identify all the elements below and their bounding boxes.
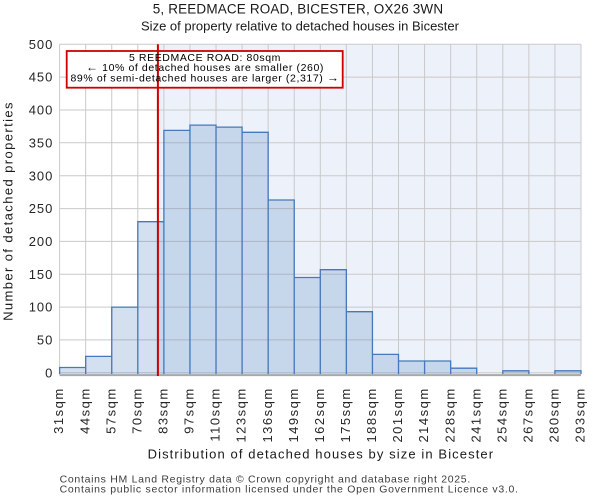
svg-text:Contains HM Land Registry data: Contains HM Land Registry data © Crown c… xyxy=(60,473,471,485)
svg-text:70sqm: 70sqm xyxy=(129,387,144,434)
svg-text:300: 300 xyxy=(29,168,54,183)
svg-text:267sqm: 267sqm xyxy=(520,387,535,442)
svg-text:5 REEDMACE ROAD: 80sqm: 5 REEDMACE ROAD: 80sqm xyxy=(129,52,281,64)
svg-text:201sqm: 201sqm xyxy=(390,387,405,442)
svg-text:150: 150 xyxy=(29,267,54,282)
svg-text:Size of property relative to d: Size of property relative to detached ho… xyxy=(141,18,460,33)
svg-text:0: 0 xyxy=(45,365,53,380)
svg-text:241sqm: 241sqm xyxy=(468,387,483,442)
svg-text:Number of detached properties: Number of detached properties xyxy=(0,101,15,321)
svg-text:57sqm: 57sqm xyxy=(103,387,118,434)
svg-text:175sqm: 175sqm xyxy=(338,387,353,442)
svg-text:Contains public sector informa: Contains public sector information licen… xyxy=(60,483,519,495)
svg-text:100: 100 xyxy=(29,300,54,315)
svg-text:200: 200 xyxy=(29,234,54,249)
svg-text:149sqm: 149sqm xyxy=(286,387,301,442)
svg-text:162sqm: 162sqm xyxy=(312,387,327,442)
svg-text:250: 250 xyxy=(29,201,54,216)
svg-text:500: 500 xyxy=(29,37,54,52)
svg-text:89% of semi-detached houses ar: 89% of semi-detached houses are larger (… xyxy=(70,71,339,85)
svg-text:188sqm: 188sqm xyxy=(364,387,379,442)
svg-text:136sqm: 136sqm xyxy=(260,387,275,442)
svg-text:44sqm: 44sqm xyxy=(77,387,92,434)
svg-text:50: 50 xyxy=(37,333,53,348)
svg-text:214sqm: 214sqm xyxy=(416,387,431,442)
svg-text:31sqm: 31sqm xyxy=(51,387,66,434)
svg-text:293sqm: 293sqm xyxy=(573,387,588,442)
svg-text:254sqm: 254sqm xyxy=(494,387,509,442)
svg-text:400: 400 xyxy=(29,103,54,118)
svg-text:228sqm: 228sqm xyxy=(442,387,457,442)
svg-text:123sqm: 123sqm xyxy=(234,387,249,442)
svg-text:5, REEDMACE ROAD, BICESTER, OX: 5, REEDMACE ROAD, BICESTER, OX26 3WN xyxy=(153,1,443,16)
svg-text:280sqm: 280sqm xyxy=(547,387,562,442)
svg-text:110sqm: 110sqm xyxy=(208,387,223,441)
svg-text:450: 450 xyxy=(29,70,54,85)
svg-text:Distribution of detached house: Distribution of detached houses by size … xyxy=(148,446,495,461)
svg-text:350: 350 xyxy=(29,135,54,150)
svg-text:83sqm: 83sqm xyxy=(155,387,170,434)
svg-text:97sqm: 97sqm xyxy=(182,387,197,434)
svg-text:← 10% of detached houses are s: ← 10% of detached houses are smaller (26… xyxy=(86,60,324,74)
